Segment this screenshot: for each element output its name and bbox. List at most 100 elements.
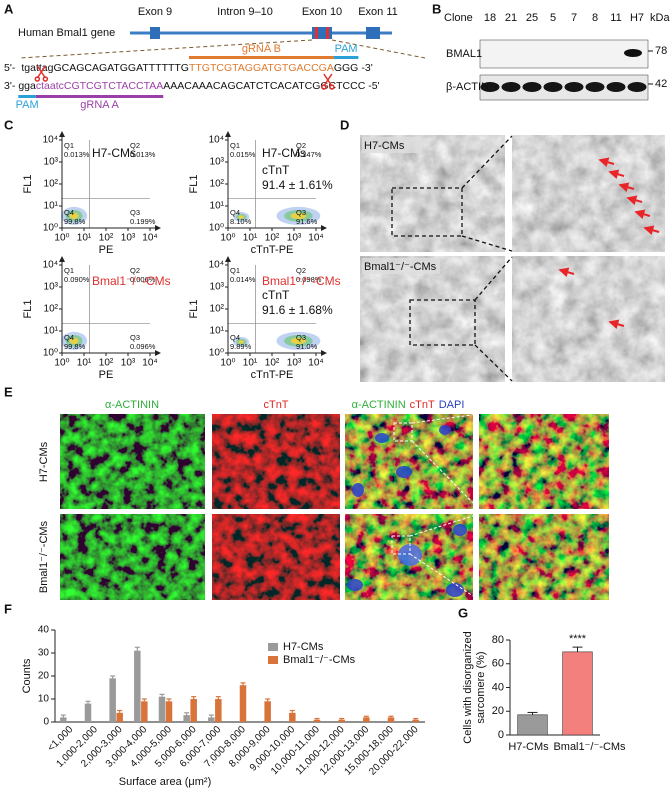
- arrow: [608, 319, 625, 330]
- quadrant-name: Q3: [296, 208, 306, 217]
- zoom-box: [409, 299, 476, 346]
- quadrant-value: 91.6%: [296, 217, 318, 226]
- bar: [134, 650, 141, 722]
- header-part: cTnT: [410, 399, 435, 411]
- grna-bar: [188, 56, 334, 59]
- x-tick-label: 10³: [121, 233, 136, 244]
- density: [238, 215, 244, 219]
- quadrant-value: 0.247%: [296, 150, 322, 159]
- zoom-box: [391, 535, 411, 555]
- quadrant-name: Q2: [130, 141, 140, 150]
- panel-letter: A: [4, 1, 14, 16]
- y-tick-label: 10⁰: [43, 223, 58, 234]
- y-tick-label: 60: [492, 658, 504, 670]
- plot-title: H7-CMs: [262, 146, 306, 160]
- arrow: [618, 182, 635, 193]
- row-label: Bmal1⁻/⁻-CMs: [38, 520, 50, 593]
- density: [290, 212, 307, 220]
- zoom-line: [411, 440, 480, 510]
- legend-swatch: [268, 643, 278, 651]
- quadrant-value: 0.013%: [64, 150, 90, 159]
- density: [69, 337, 79, 345]
- clone-label: Clone: [444, 12, 473, 24]
- sequence: AAACAAACAGCATCTCACATCGGCTCCC: [163, 80, 365, 92]
- zoom-line: [409, 513, 480, 537]
- bar: [363, 717, 370, 722]
- zoom-line: [474, 344, 513, 382]
- fluorescence-image: [212, 414, 340, 509]
- quadrant-name: Q1: [64, 141, 74, 150]
- quadrant-name: Q1: [64, 266, 74, 275]
- band: [480, 82, 500, 92]
- y-tick-label: 10⁴: [43, 135, 58, 146]
- x-tick-label: 10¹: [77, 233, 92, 244]
- bar: [239, 685, 247, 722]
- scissors: [321, 84, 327, 90]
- marker-stat: 91.6 ± 1.68%: [262, 303, 333, 317]
- bar: [562, 651, 593, 736]
- header-part: α-ACTININ: [352, 399, 406, 411]
- x-tick-label: 10¹: [243, 358, 258, 369]
- cut-site: [326, 27, 329, 39]
- fluorescence-image: [60, 514, 205, 600]
- scissors: [36, 65, 46, 79]
- y-axis-label: Cells with disorganized: [462, 631, 474, 744]
- y-tick-label: 10²: [44, 304, 59, 315]
- quadrant-name: Q4: [230, 208, 240, 217]
- gene-label: Human Bmal1 gene: [18, 27, 115, 39]
- lane-label: 5: [550, 12, 556, 24]
- x-tick-label: 10³: [287, 358, 302, 369]
- bar: [109, 678, 116, 722]
- quadrant-value: 0.013%: [130, 150, 156, 159]
- pam-bar: [333, 56, 359, 59]
- bar: [313, 719, 321, 722]
- grna-label: gRNA B: [242, 43, 281, 55]
- strand-end: 3'-: [4, 80, 16, 92]
- y-tick-label: 10⁰: [43, 348, 58, 359]
- panel-letter: B: [432, 1, 441, 16]
- panel-d: D H7-CMs Bmal1⁻/⁻-CMs: [340, 117, 665, 382]
- y-axis-label: FL1: [188, 300, 200, 319]
- band: [627, 82, 647, 92]
- bar: [116, 712, 123, 722]
- quadrant-value: 0.098%: [296, 275, 322, 284]
- arrow: [634, 209, 651, 220]
- quadrant-name: Q2: [296, 266, 306, 275]
- marker-stat: 91.4 ± 1.61%: [262, 178, 333, 192]
- strand-end: 5'-: [4, 62, 16, 74]
- y-axis-label: sarcomere (%): [475, 651, 487, 723]
- x-tick-label: 10⁰: [220, 233, 235, 244]
- legend-label: Bmal1⁻/⁻-CMs: [283, 654, 356, 666]
- quadrant-name: Q1: [230, 141, 240, 150]
- quadrant-name: Q1: [230, 266, 240, 275]
- y-tick-label: 0: [498, 729, 504, 741]
- arrows: [558, 157, 660, 330]
- exon-label: Exon 9: [138, 6, 172, 18]
- intron-label: Intron 9–10: [217, 6, 273, 18]
- density: [238, 340, 244, 344]
- quadrant-value: 99.8%: [64, 217, 86, 226]
- size-label: 42: [655, 78, 667, 90]
- y-tick-label: 0: [43, 717, 49, 728]
- strand-end: -3': [361, 62, 372, 74]
- x-tick-label: 10⁰: [220, 358, 235, 369]
- pam-label: PAM: [335, 43, 358, 55]
- x-tick-label: 10⁴: [142, 233, 157, 244]
- x-axis-label: PE: [99, 369, 114, 381]
- cut-icons: [34, 65, 335, 90]
- significance: ****: [569, 633, 587, 645]
- y-tick-label: 80: [492, 634, 504, 646]
- row-label: Bmal1⁻/⁻-CMs: [364, 261, 437, 273]
- row-label: H7-CMs: [364, 140, 405, 152]
- quadrant-name: Q4: [64, 333, 74, 342]
- y-tick-label: 10²: [210, 304, 225, 315]
- band: [501, 82, 521, 92]
- density: [69, 212, 79, 220]
- x-axis-label: PE: [99, 244, 114, 256]
- blot: [479, 39, 649, 69]
- lane-label: 18: [484, 12, 496, 24]
- panel-f: F: [4, 601, 12, 616]
- arrow: [626, 195, 643, 206]
- y-tick-label: 10⁰: [209, 348, 224, 359]
